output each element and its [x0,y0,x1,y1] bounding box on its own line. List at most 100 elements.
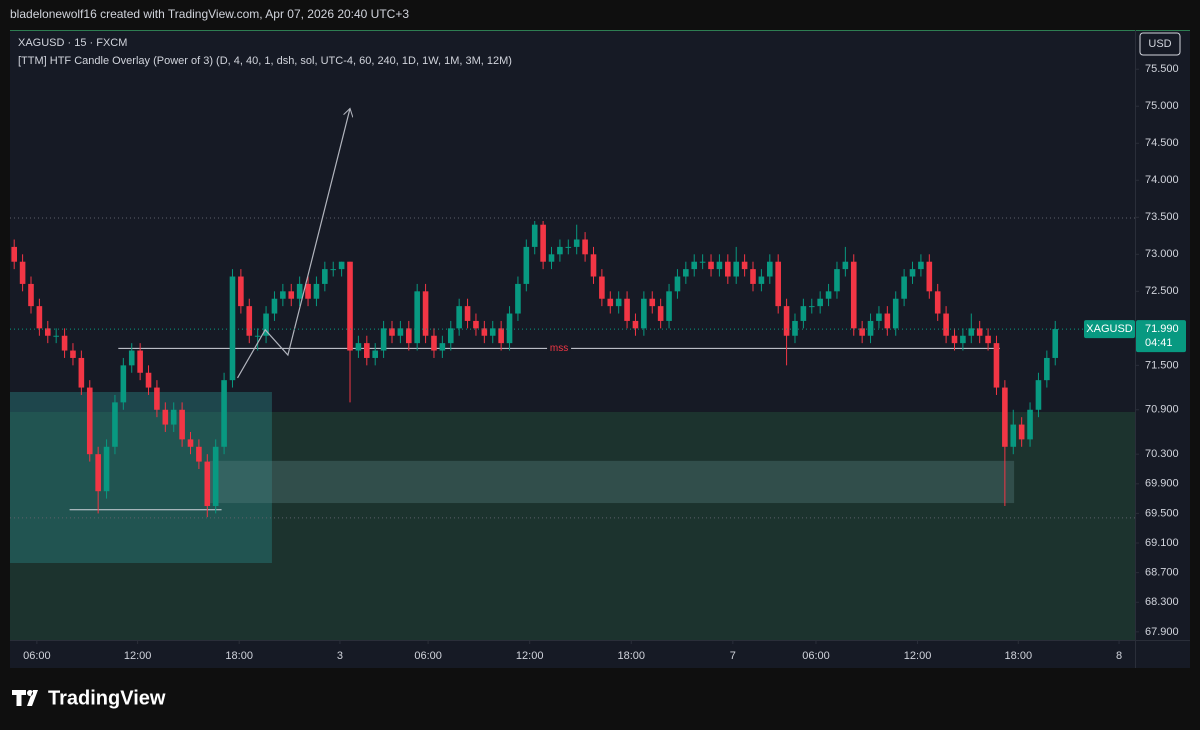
x-tick-label: 18:00 [618,650,646,662]
candle-body [531,224,538,247]
x-tick-label: 12:00 [516,650,544,662]
candle-body [397,328,404,336]
candle-body [758,276,765,284]
candle-body [607,298,614,307]
candle-body [120,365,127,403]
candle-body [808,306,815,308]
candle-body [766,261,773,277]
candle-body [951,335,958,344]
candle-body [708,261,714,270]
candle-body [288,291,295,299]
symbol-tag [1084,320,1135,339]
candle-body [70,350,76,358]
candle-body [624,298,630,321]
candle-body [565,246,572,248]
candle-body [422,291,429,336]
candle-body [674,276,681,292]
candle-body [750,269,756,284]
candle-body [112,402,118,447]
x-tick-label: 18:00 [225,650,253,662]
candle-body [431,335,437,351]
candle-body [137,350,143,373]
candle-body [792,320,798,336]
candle-body [800,306,807,321]
candle-body [263,313,269,336]
candle-body [86,387,93,455]
candle-body [145,372,152,388]
candle-body [61,335,68,351]
candle-body [238,276,244,307]
candle-body [19,261,26,284]
candle-body [523,246,530,284]
countdown-label: 04:41 [1145,337,1173,349]
y-tick-label: 73.000 [1145,248,1179,260]
y-tick-label: 70.900 [1145,404,1179,416]
candle-body [741,261,748,270]
y-tick-label: 73.500 [1145,211,1179,223]
candle-body [1018,424,1025,440]
price-tag-label: 71.990 [1145,323,1179,335]
candle-body [901,276,907,299]
candle-body [372,350,379,358]
label-bg [547,342,572,355]
candle-body [313,283,320,299]
candle-body [364,343,370,358]
candle-body [918,261,924,270]
y-tick-label: 74.000 [1145,174,1179,186]
candle-body [447,328,454,344]
symbol-line: XAGUSD · 15 · FXCM [18,37,127,49]
y-tick-label: 70.300 [1145,448,1179,460]
y-tick-label: 72.500 [1145,285,1179,297]
candle-body [280,291,286,299]
candle-body [44,328,51,336]
candle-body [850,261,857,329]
x-tick-label: 12:00 [904,650,932,662]
candle-body [498,328,504,344]
candle-body [456,306,462,329]
zone [10,392,272,564]
candle-body [825,291,832,299]
candle-body [170,409,177,425]
candle-body [632,320,639,329]
annotation-label: mss [550,343,568,354]
candle-body [338,261,345,270]
candle-body [968,328,975,336]
candle-body [590,254,597,277]
x-tick-label: 7 [730,650,736,662]
currency-button[interactable] [1139,32,1181,56]
candle-body [699,261,706,263]
candle-body [414,291,420,344]
candle-body [976,328,983,336]
candle-body [783,306,790,336]
candle-body [154,387,160,410]
candle-body [1044,357,1050,381]
y-tick-label: 69.100 [1145,537,1179,549]
indicator-line: [TTM] HTF Candle Overlay (Power of 3) (D… [18,55,512,67]
brand-name: TradingView [48,687,166,709]
candle-body [909,269,916,277]
candle-body [36,306,43,329]
candle-body [725,261,731,277]
candle-body [573,239,580,247]
x-tick-label: 8 [1116,650,1122,662]
candle-body [867,320,874,336]
candle-body [934,291,941,314]
candle-body [305,283,311,299]
x-tick-label: 06:00 [802,650,830,662]
candle-body [1002,387,1008,447]
candle-body [960,335,966,344]
y-tick-label: 68.700 [1145,567,1179,579]
candle-body [103,446,110,492]
y-tick-label: 67.900 [1145,626,1179,638]
candle-body [221,380,227,447]
candle-body [179,409,185,440]
currency-label: USD [1148,38,1171,50]
candle-body [246,306,253,336]
candle-body [128,350,135,366]
candle-body [330,269,337,271]
candle-body [582,239,588,255]
zone [209,460,1015,504]
candle-body [271,298,278,314]
candle-body [842,261,849,270]
